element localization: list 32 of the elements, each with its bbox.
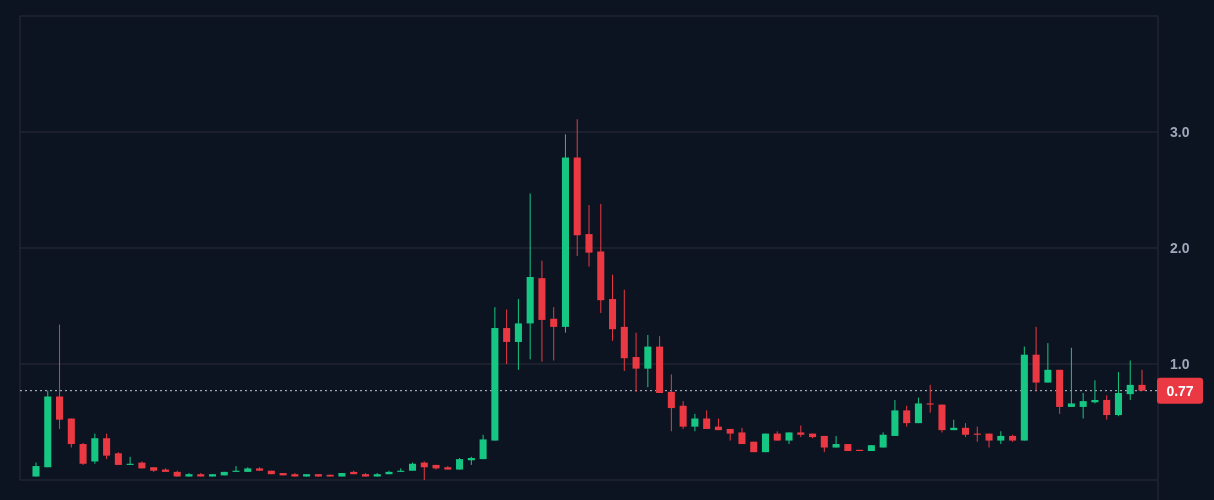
candlestick xyxy=(985,433,993,449)
candlestick xyxy=(667,373,675,432)
candlestick xyxy=(644,334,652,388)
candlestick xyxy=(550,306,558,362)
candlestick xyxy=(832,435,840,449)
y-tick-label: 1.0 xyxy=(1170,355,1190,372)
candlestick xyxy=(479,434,487,460)
candlestick xyxy=(103,433,111,460)
candlestick xyxy=(632,332,640,393)
candlestick xyxy=(585,204,593,268)
candlestick xyxy=(1138,369,1146,392)
candlestick xyxy=(1126,360,1134,401)
y-tick-label: 2.0 xyxy=(1170,239,1190,256)
candlestick xyxy=(1103,394,1111,421)
candlestick xyxy=(1114,371,1122,417)
candlestick xyxy=(232,465,240,473)
candlestick xyxy=(56,324,64,430)
ref-line-label: 0.77 xyxy=(1166,382,1194,399)
candlestick xyxy=(691,413,699,432)
candlestick xyxy=(1079,392,1087,420)
candlestick xyxy=(1067,347,1075,408)
candlestick xyxy=(926,384,934,414)
candlestick xyxy=(914,397,922,424)
candlestick xyxy=(703,409,711,430)
candlestick xyxy=(679,400,687,430)
candlestick xyxy=(503,308,511,365)
candlestick xyxy=(903,405,911,428)
candlestick xyxy=(514,298,522,371)
candlestick xyxy=(79,442,87,466)
y-tick-label: 3.0 xyxy=(1170,123,1190,140)
candlestick xyxy=(1044,342,1052,384)
candlestick xyxy=(91,433,99,465)
